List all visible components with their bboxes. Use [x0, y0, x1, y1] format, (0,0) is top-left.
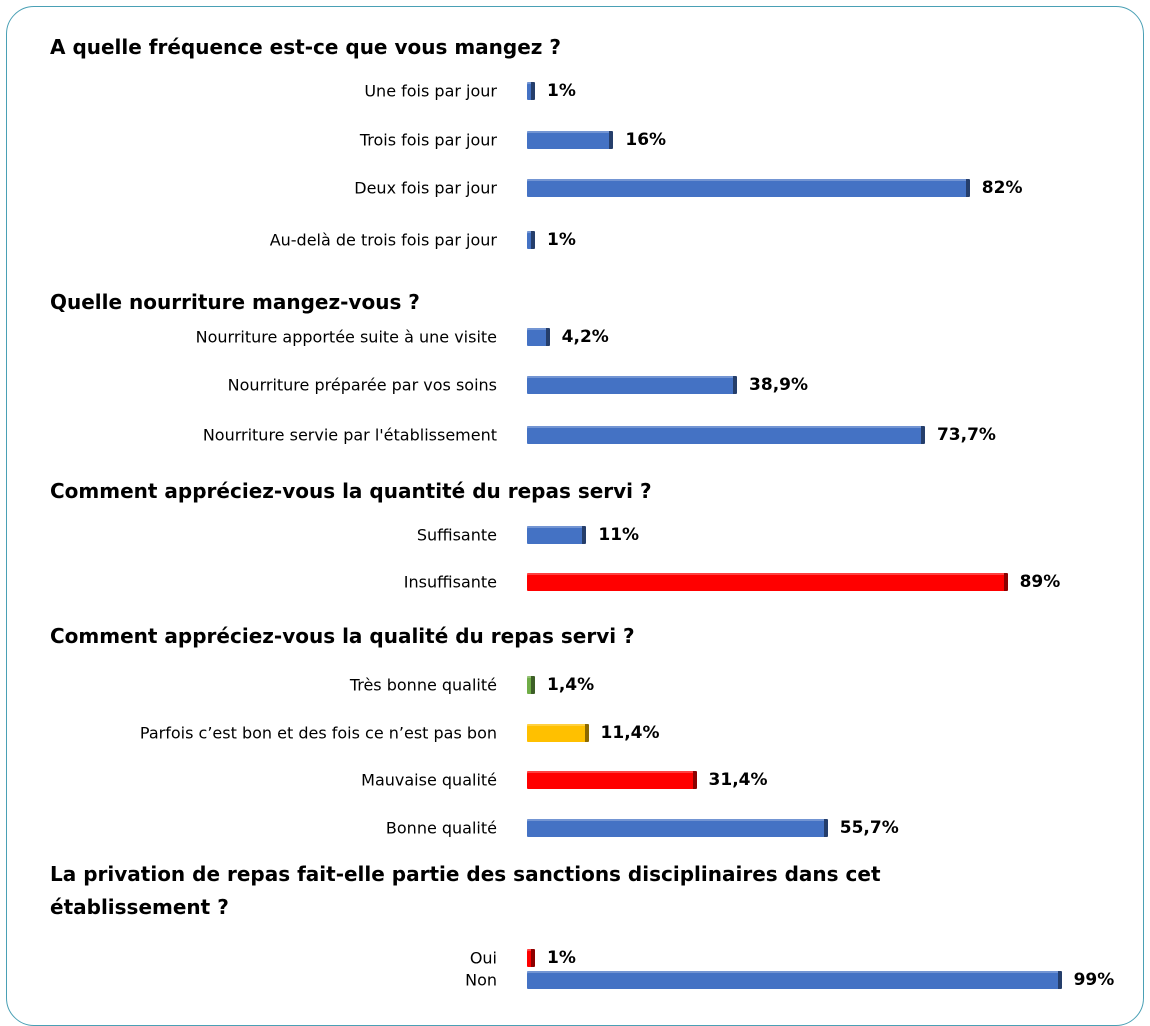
value-label: 1% [547, 81, 576, 101]
bar [527, 426, 925, 444]
value-label: 89% [1019, 572, 1061, 592]
category-label: Nourriture servie par l'établissement [202, 425, 497, 445]
bar [527, 676, 535, 694]
category-label: Trois fois par jour [359, 130, 497, 150]
chart-title: La privation de repas fait-elle partie d… [50, 862, 881, 919]
value-label: 73,7% [936, 425, 996, 445]
value-label: 38,9% [749, 375, 809, 395]
value-label: 31,4% [708, 770, 768, 790]
bar [527, 971, 1062, 989]
category-label: Au-delà de trois fois par jour [269, 230, 497, 250]
value-label: 11% [598, 525, 640, 545]
value-label: 4,2% [561, 327, 609, 347]
value-label: 11,4% [600, 723, 660, 743]
category-label: Une fois par jour [364, 81, 497, 101]
chart-title: Quelle nourriture mangez-vous ? [50, 290, 420, 314]
category-label: Non [465, 970, 497, 990]
value-label: 1% [547, 948, 576, 968]
bar [527, 949, 535, 967]
bar [527, 526, 587, 544]
bar [527, 82, 535, 100]
category-label: Insuffisante [403, 572, 497, 592]
category-label: Bonne qualité [385, 818, 497, 838]
bar [527, 724, 589, 742]
category-label: Oui [469, 948, 497, 968]
value-label: 1% [547, 230, 576, 250]
bar [527, 179, 970, 197]
bar [527, 231, 535, 249]
value-label: 16% [625, 130, 667, 150]
value-label: 99% [1073, 970, 1115, 990]
value-label: 55,7% [839, 818, 899, 838]
bar [527, 573, 1008, 591]
category-label: Très bonne qualité [349, 675, 497, 695]
category-label: Deux fois par jour [354, 178, 497, 198]
value-label: 1,4% [547, 675, 595, 695]
chart-title: A quelle fréquence est-ce que vous mange… [50, 35, 562, 59]
bar [527, 131, 614, 149]
category-label: Mauvaise qualité [361, 770, 497, 790]
category-label: Parfois c’est bon et des fois ce n’est p… [139, 723, 497, 743]
chart-title: Comment appréciez-vous la qualité du rep… [50, 624, 635, 648]
bar [527, 819, 828, 837]
chart-title: Comment appréciez-vous la quantité du re… [50, 479, 652, 503]
bar [527, 328, 550, 346]
category-label: Suffisante [416, 525, 497, 545]
bar [527, 376, 738, 394]
category-label: Nourriture apportée suite à une visite [195, 327, 497, 347]
value-label: 82% [981, 178, 1023, 198]
bar [527, 771, 697, 789]
category-label: Nourriture préparée par vos soins [227, 375, 497, 395]
